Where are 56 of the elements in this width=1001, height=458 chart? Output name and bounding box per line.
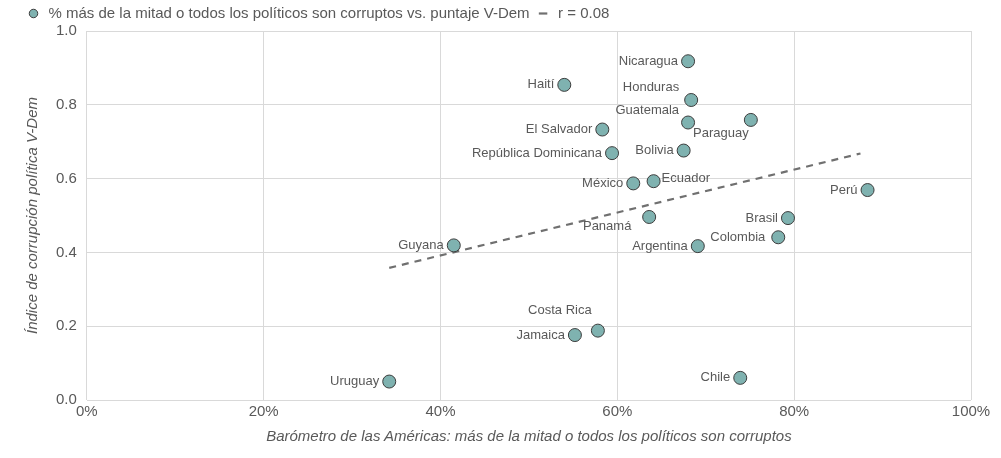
x-tick-label: 0% [76, 402, 98, 420]
point [681, 54, 696, 69]
point [743, 112, 758, 127]
y-axis-title: Índice de corrupción política V-Dem [23, 96, 41, 335]
annotation: Jamaica [516, 326, 566, 342]
annotation: Perú [830, 181, 858, 197]
x-tick-label: 20% [248, 402, 279, 420]
y-tick-label: 0.4 [55, 242, 77, 260]
x-tick-label: 100% [951, 402, 991, 420]
annotation: Honduras [622, 78, 680, 94]
annotation: Colombia [710, 228, 767, 244]
point [590, 323, 605, 338]
point [382, 374, 397, 389]
annotation: Haití [527, 76, 555, 92]
point [681, 115, 696, 130]
x-axis-title: Barómetro de las Américas: más de la mitad o todos los políticos son corruptos [266, 427, 793, 445]
point [733, 370, 748, 385]
annotation: Ecuador [661, 169, 711, 185]
x-tick-label: 40% [425, 402, 456, 420]
annotation: Bolivia [635, 142, 675, 158]
legend-label: r = 0.08 [558, 3, 610, 21]
x-tick-label: 60% [602, 402, 633, 420]
point [646, 174, 661, 189]
point [605, 146, 620, 161]
point [684, 93, 699, 107]
y-tick-label: 0.8 [55, 94, 77, 112]
point [780, 211, 795, 226]
annotation: Brasil [745, 209, 779, 225]
annotation: Chile [700, 369, 731, 385]
annotation: Costa Rica [528, 302, 593, 318]
y-tick-label: 0.6 [55, 168, 77, 186]
point [676, 143, 691, 158]
legend-label: % más de la mitad o todos los políticos son corruptos vs. puntaje V-Dem [48, 3, 530, 21]
point [771, 230, 786, 245]
point [557, 77, 572, 92]
point [860, 183, 875, 198]
annotation: República Dominicana [471, 144, 603, 160]
point [626, 176, 641, 191]
annotation: Guyana [398, 236, 445, 252]
annotation: Panamá [582, 217, 633, 233]
point [690, 239, 705, 254]
annotation: Uruguay [330, 373, 380, 389]
annotation: Guatemala [615, 102, 680, 118]
x-tick-label: 80% [779, 402, 810, 420]
y-tick-label: 0.0 [55, 390, 77, 408]
annotation: El Salvador [525, 121, 593, 137]
y-tick-label: 1.0 [55, 21, 77, 39]
annotation: Paraguay [693, 124, 750, 140]
point [642, 209, 657, 224]
y-tick-label: 0.2 [55, 316, 77, 334]
point [567, 328, 582, 343]
annotation: Argentina [632, 237, 689, 253]
annotation: México [582, 174, 624, 190]
annotation: Nicaragua [618, 52, 679, 68]
point [595, 122, 610, 137]
point [446, 238, 461, 253]
